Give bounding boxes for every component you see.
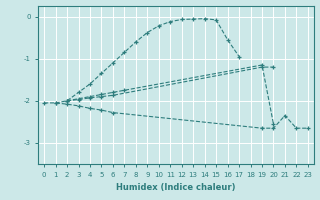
X-axis label: Humidex (Indice chaleur): Humidex (Indice chaleur): [116, 183, 236, 192]
